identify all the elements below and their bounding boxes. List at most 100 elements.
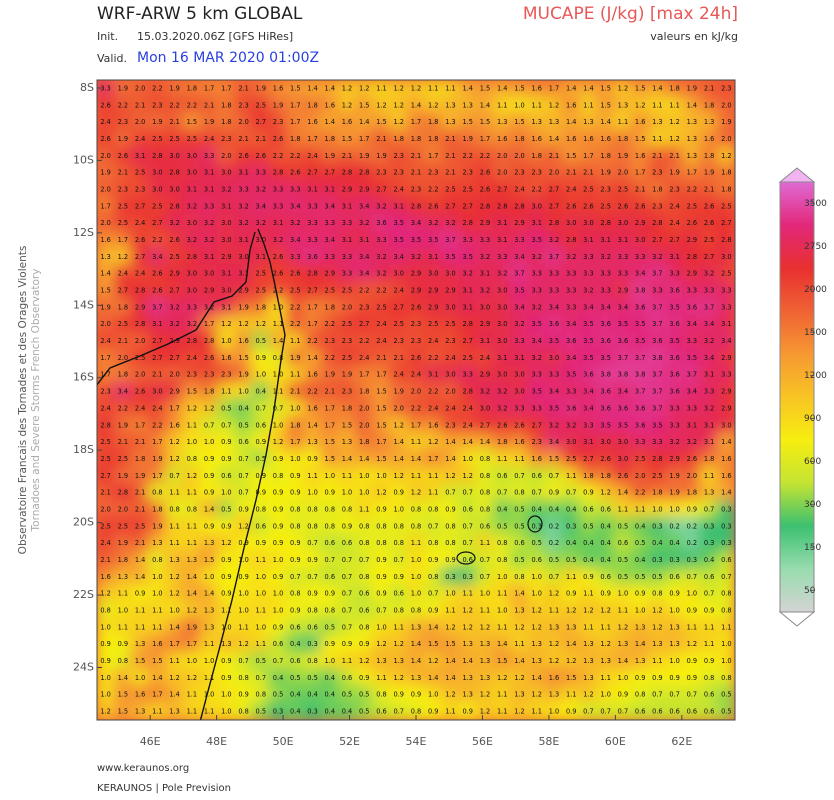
cell-value: 1.3	[307, 438, 318, 446]
cell-value: 3.3	[307, 202, 318, 210]
lon-tick-label: 56E	[472, 735, 493, 748]
cell-value: 0.7	[290, 573, 301, 581]
field-cell	[354, 163, 374, 183]
field-cell	[164, 314, 185, 334]
field-cell	[665, 213, 685, 233]
cell-value: 2.6	[583, 202, 594, 210]
field-cell	[113, 382, 133, 401]
cell-value: 3.4	[704, 354, 715, 362]
cell-value: 2.7	[359, 320, 370, 328]
cell-value: 3.4	[290, 236, 301, 244]
cell-value: 2.1	[135, 539, 146, 547]
cell-value: 3.3	[669, 270, 680, 278]
cell-value: 2.5	[566, 455, 577, 463]
field-cell	[716, 247, 735, 267]
cell-value: 2.3	[221, 135, 232, 143]
cell-value: 1.4	[118, 674, 129, 682]
field-cell	[699, 466, 719, 486]
cell-value: 1.1	[256, 607, 267, 615]
cell-value: 1.1	[428, 84, 439, 92]
field-cell	[371, 365, 392, 385]
cell-value: 1.5	[480, 118, 491, 126]
cell-value: 2.8	[169, 169, 180, 177]
cell-value: 1.3	[118, 573, 129, 581]
cell-value: 3.2	[669, 438, 680, 446]
field-cell	[320, 230, 340, 250]
field-cell	[630, 483, 650, 503]
field-cell	[164, 230, 185, 250]
cell-value: 2.9	[514, 219, 525, 227]
cell-value: 3.7	[549, 253, 560, 261]
cell-value: 3.7	[514, 270, 525, 278]
cell-value: 2.8	[687, 253, 698, 261]
field-cell	[561, 331, 581, 351]
cell-value: 1.8	[600, 472, 611, 480]
field-cell	[337, 95, 357, 115]
field-cell	[371, 230, 392, 250]
field-cell	[147, 163, 167, 183]
cell-value: 2.2	[428, 185, 439, 193]
field-cell	[130, 281, 150, 300]
field-cell	[544, 281, 564, 300]
cell-value: 1.1	[445, 84, 456, 92]
field-cell	[233, 314, 254, 334]
field-cell	[302, 196, 323, 216]
cell-value: 3.0	[480, 303, 491, 311]
cell-value: 1.2	[118, 253, 129, 261]
cell-value: 1.3	[618, 640, 629, 648]
cell-value: 1.7	[325, 404, 336, 412]
cell-value: 0.7	[462, 489, 473, 497]
cell-value: 1.6	[566, 101, 577, 109]
cell-value: 0.8	[187, 505, 198, 513]
field-cell	[509, 129, 530, 149]
field-cell	[233, 112, 254, 132]
field-cell	[216, 196, 236, 216]
cell-value: 1.4	[445, 455, 456, 463]
field-cell	[458, 264, 478, 284]
cell-value: 1.4	[480, 101, 491, 109]
cell-value: 2.7	[325, 169, 336, 177]
field-cell	[423, 213, 443, 233]
colorbar-label: 300	[804, 500, 821, 510]
cell-value: 3.4	[411, 219, 422, 227]
cell-value: 0.9	[566, 590, 577, 598]
field-cell	[492, 146, 512, 166]
field-cell	[164, 112, 185, 132]
cell-value: 0.3	[307, 708, 318, 716]
cell-value: 1.7	[359, 371, 370, 379]
cell-value: 3.0	[221, 236, 232, 244]
cell-value: 1.3	[566, 623, 577, 631]
cell-value: 3.2	[376, 270, 387, 278]
cell-value: 2.0	[342, 303, 353, 311]
lon-tick-label: 54E	[406, 735, 427, 748]
field-cell	[578, 314, 599, 334]
cell-value: 1.3	[445, 101, 456, 109]
cell-value: 1.3	[531, 118, 542, 126]
cell-value: 1.2	[600, 489, 611, 497]
field-cell	[630, 449, 650, 469]
cell-value: 3.5	[669, 303, 680, 311]
field-cell	[371, 466, 392, 486]
cell-value: 2.5	[135, 169, 146, 177]
cell-value: 3.2	[204, 219, 215, 227]
cell-value: 2.1	[118, 337, 129, 345]
cell-value: 1.2	[462, 472, 473, 480]
field-cell	[130, 129, 150, 149]
field-cell	[440, 466, 461, 486]
field-cell	[596, 196, 616, 216]
field-cell	[475, 382, 495, 401]
field-cell	[302, 483, 323, 503]
cell-value: 0.2	[549, 522, 560, 530]
field-cell	[665, 449, 685, 469]
field-cell	[354, 365, 374, 385]
cell-value: 0.6	[721, 556, 732, 564]
field-cell	[389, 247, 409, 267]
field-cell	[647, 281, 668, 300]
cell-value: 2.0	[359, 404, 370, 412]
cell-value: 3.3	[342, 270, 353, 278]
cell-value: 2.2	[169, 101, 180, 109]
cell-value: 1.7	[204, 320, 215, 328]
field-cell	[199, 348, 219, 368]
field-cell	[302, 247, 323, 267]
field-cell	[458, 196, 478, 216]
